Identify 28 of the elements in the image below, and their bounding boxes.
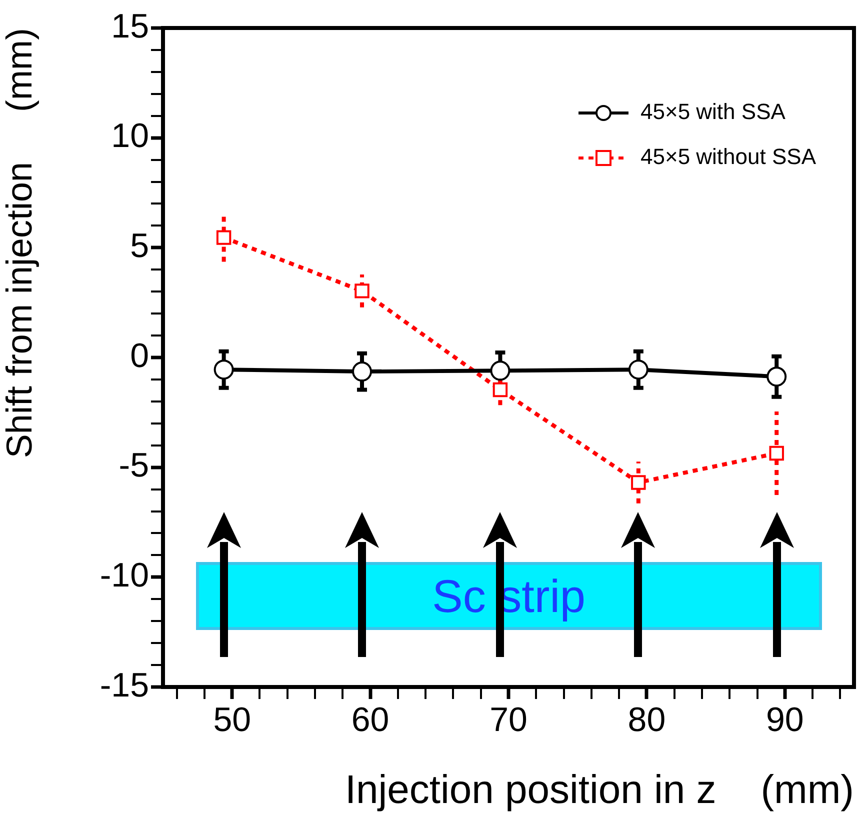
y-axis-title: Shift from injection (mm) — [0, 28, 40, 458]
point — [214, 360, 234, 380]
y-tick-label: 15 — [111, 7, 149, 46]
x-tick-label: 70 — [490, 700, 528, 739]
x-tick-label: 60 — [351, 700, 390, 739]
y-tick-label: 10 — [111, 117, 149, 156]
point — [354, 284, 370, 298]
point — [766, 366, 787, 387]
y-tick-label: -5 — [118, 446, 149, 485]
point — [631, 475, 646, 490]
point — [490, 360, 510, 381]
legend-label: 45×5 with SSA — [640, 99, 786, 124]
y-tick-label: 0 — [130, 336, 149, 375]
x-tick-label: 50 — [213, 700, 252, 739]
point — [769, 446, 784, 461]
y-tick-label: -15 — [100, 666, 149, 704]
x-tick-label: 90 — [766, 700, 804, 739]
y-tick-label: -10 — [100, 556, 149, 595]
y-tick-label: 5 — [130, 227, 149, 266]
strip-block: Sc strip — [196, 562, 822, 630]
point — [216, 230, 232, 245]
legend-label: 45×5 without SSA — [640, 144, 816, 170]
x-axis-title: Injection position in z (mm) — [344, 768, 854, 812]
x-tick-label: 80 — [628, 700, 666, 739]
point — [628, 360, 648, 380]
point — [492, 382, 508, 398]
annotation: Sc strip — [432, 568, 586, 623]
point — [352, 362, 372, 382]
